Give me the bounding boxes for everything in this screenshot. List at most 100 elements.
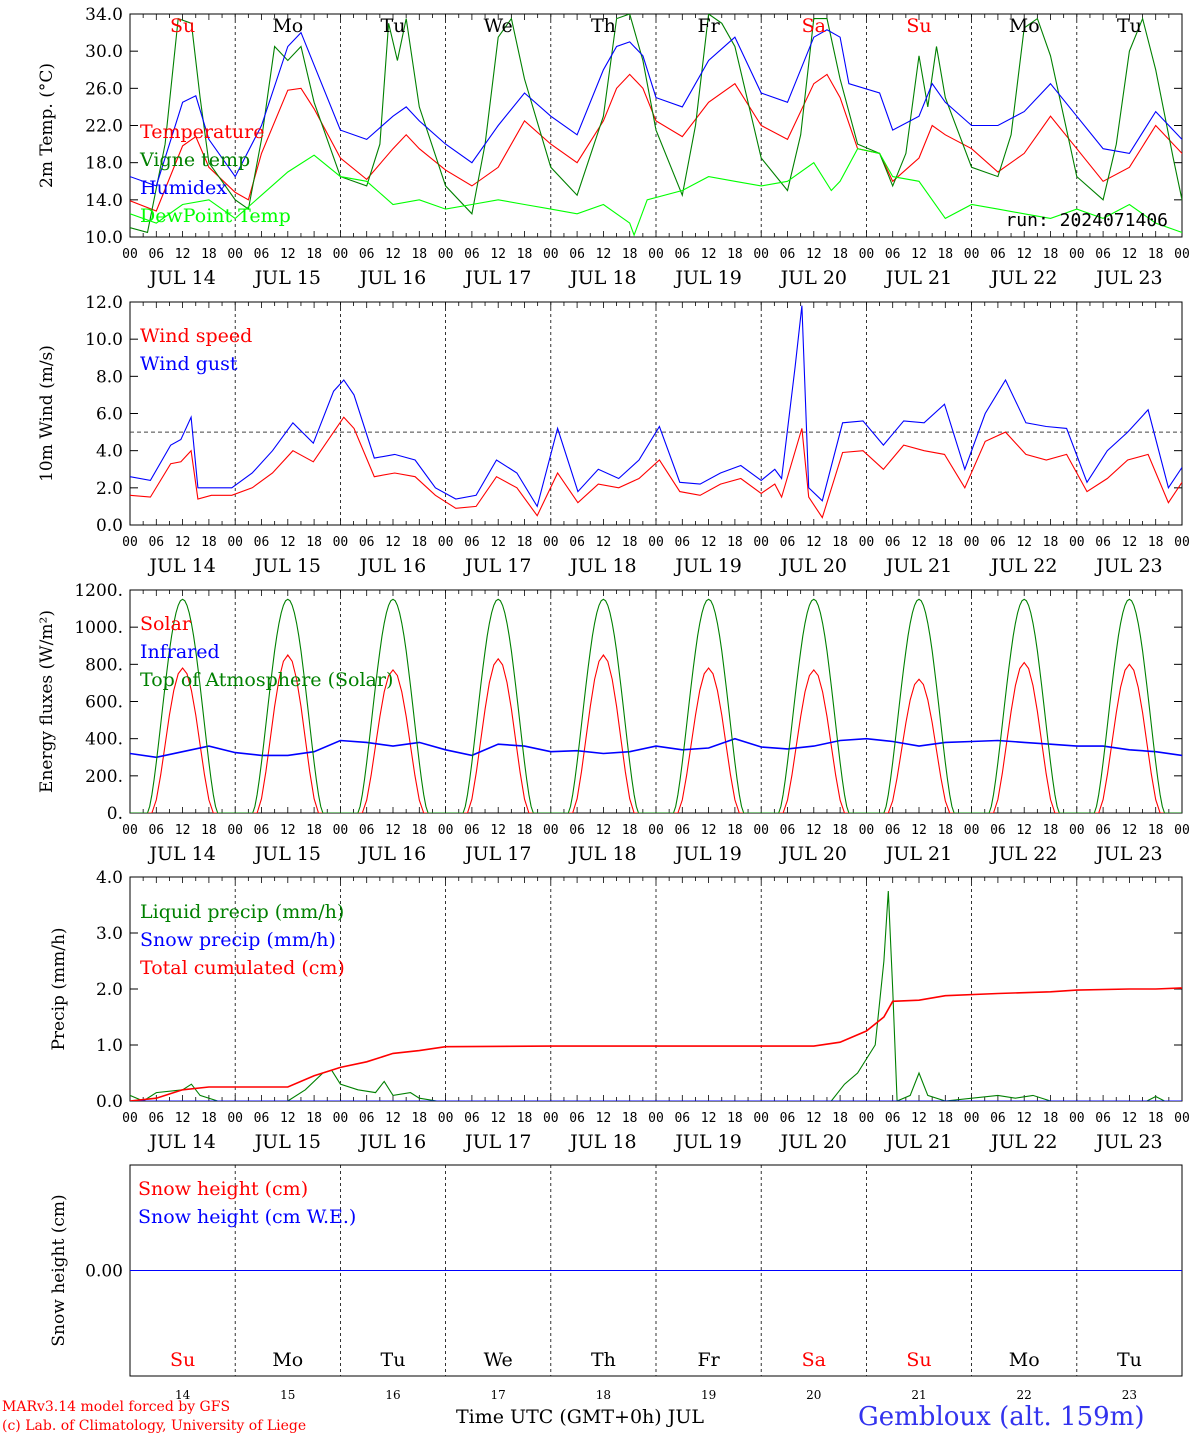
day-name-bottom: Su [170,1349,195,1371]
hour-tick-label: 00 [964,535,980,550]
y-tick-label: 34.0 [85,5,123,25]
legend-entry: Snow precip (mm/h) [140,929,336,951]
day-number: 19 [701,1388,716,1402]
date-label: JUL 20 [779,267,847,289]
hour-tick-label: 00 [438,535,454,550]
legend-entry: Snow height (cm W.E.) [138,1206,356,1228]
hour-tick-label: 18 [1148,1111,1164,1126]
day-name-bottom: We [484,1349,513,1371]
hour-tick-label: 06 [148,535,164,550]
hour-tick-label: 00 [1174,535,1190,550]
legend-entry: Vigne temp [139,149,250,171]
hour-tick-label: 06 [990,823,1006,838]
hour-tick-label: 12 [175,535,191,550]
hour-tick-label: 06 [990,1111,1006,1126]
hour-tick-label: 06 [464,1111,480,1126]
date-label: JUL 22 [989,267,1057,289]
series-vigne-temp [130,14,1182,234]
hour-tick-label: 06 [359,1111,375,1126]
hour-tick-label: 18 [411,1111,427,1126]
y-axis-label: 2m Temp. (°C) [37,63,57,188]
day-name-top: Th [591,15,616,37]
credit-line-1: MARv3.14 model forced by GFS [2,1399,231,1415]
day-number: 15 [280,1388,295,1402]
day-number: 14 [175,1388,191,1402]
hour-tick-label: 00 [1174,247,1190,262]
y-tick-label: 0.00 [85,1262,123,1282]
date-label: JUL 18 [568,267,636,289]
hour-tick-label: 00 [333,535,349,550]
date-label: JUL 22 [989,1131,1057,1153]
hour-tick-label: 06 [464,535,480,550]
hour-tick-label: 00 [1069,247,1085,262]
hour-tick-label: 06 [780,247,796,262]
y-tick-label: 30.0 [85,42,123,62]
date-label: JUL 21 [884,1131,952,1153]
hour-tick-label: 18 [1043,823,1059,838]
hour-tick-label: 00 [227,535,243,550]
hour-tick-label: 18 [411,823,427,838]
hour-tick-label: 18 [411,247,427,262]
date-label: JUL 19 [673,267,741,289]
hour-tick-label: 00 [122,247,138,262]
day-name-bottom: Mo [1009,1349,1040,1371]
hour-tick-label: 12 [806,535,822,550]
date-label: JUL 17 [463,267,531,289]
hour-tick-label: 00 [648,823,664,838]
y-tick-label: 22.0 [85,117,123,137]
hour-tick-label: 18 [306,247,322,262]
hour-tick-label: 12 [280,247,296,262]
hour-tick-label: 12 [701,823,717,838]
hour-tick-label: 06 [359,535,375,550]
y-tick-label: 0.0 [96,516,123,536]
date-label: JUL 17 [463,555,531,577]
station-name: Gembloux (alt. 159m) [858,1402,1145,1432]
date-label: JUL 20 [779,1131,847,1153]
panel-wind: 0.0 2.0 4.0 6.0 8.0 10.0 12.0 10m Wind (m/s) Win… [37,293,1190,577]
day-name-top: Mo [1009,15,1040,37]
hour-tick-label: 12 [490,247,506,262]
legend-entry: Snow height (cm) [138,1178,308,1200]
hour-tick-label: 18 [201,1111,217,1126]
date-label: JUL 19 [673,1131,741,1153]
date-label: JUL 20 [779,555,847,577]
run-annotation: run: 2024071406 [1005,210,1168,231]
hour-tick-label: 00 [1069,1111,1085,1126]
hour-tick-label: 12 [911,1111,927,1126]
hour-tick-label: 00 [859,247,875,262]
panel-snow: 0.00 Snow height (cm) Snow height (cm) Snow… [49,1164,1183,1402]
day-name-top: Su [906,15,931,37]
legend-entry: Wind gust [140,353,238,375]
hour-tick-label: 18 [622,535,638,550]
hour-tick-label: 18 [622,1111,638,1126]
date-label: JUL 21 [884,555,952,577]
hour-tick-label: 06 [990,535,1006,550]
hour-tick-label: 00 [648,535,664,550]
series-wind-speed [130,416,1182,519]
y-tick-label: 6.0 [96,405,123,425]
hour-tick-label: 06 [148,823,164,838]
date-label: JUL 23 [1094,555,1162,577]
hour-tick-label: 00 [543,823,559,838]
series-infrared [130,737,1182,759]
hour-tick-label: 18 [411,535,427,550]
hour-tick-label: 00 [227,247,243,262]
series-solar [130,654,1182,813]
hour-tick-label: 00 [1174,1111,1190,1126]
hour-tick-label: 18 [306,1111,322,1126]
hour-tick-label: 12 [175,1111,191,1126]
hour-tick-label: 00 [753,247,769,262]
hour-tick-label: 00 [1174,823,1190,838]
y-tick-label: 26.0 [85,79,123,99]
date-label: JUL 14 [147,267,215,289]
hour-tick-label: 00 [122,823,138,838]
hour-tick-label: 18 [201,535,217,550]
hour-tick-label: 12 [596,1111,612,1126]
date-label: JUL 21 [884,843,952,865]
hour-tick-label: 06 [1095,247,1111,262]
hour-tick-label: 12 [1016,535,1032,550]
panel-precip: 0.0 1.0 2.0 3.0 4.0 Precip (mm/h) Liquid preci… [49,868,1190,1153]
hour-tick-label: 12 [911,247,927,262]
day-name-top: Sa [802,15,826,37]
panel-temp: 10.0 14.0 18.0 22.0 26.0 30.0 34.0 2m Temp. (°C… [37,5,1190,289]
